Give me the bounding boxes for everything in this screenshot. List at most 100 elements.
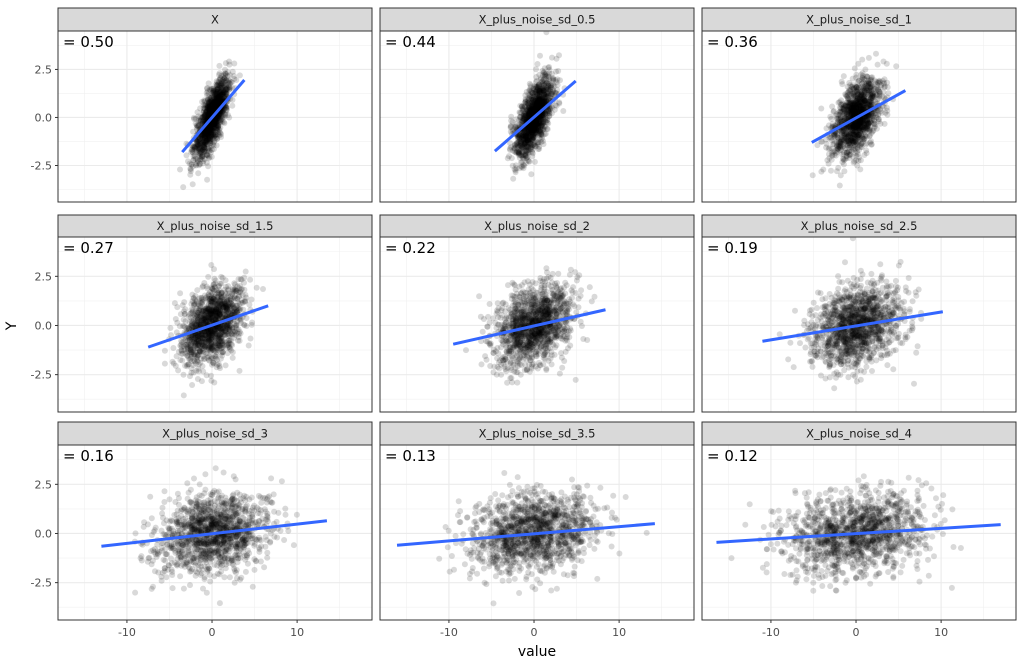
point (852, 89, 858, 95)
point (247, 277, 253, 283)
point (818, 106, 824, 112)
point (167, 325, 173, 331)
point (231, 61, 237, 67)
point (873, 51, 879, 57)
point (225, 283, 231, 289)
point (834, 144, 840, 150)
point (850, 82, 856, 88)
point (859, 81, 865, 87)
point (859, 118, 865, 124)
point (195, 158, 201, 164)
point (162, 361, 168, 367)
point (195, 170, 201, 176)
point (508, 114, 514, 120)
point (862, 88, 868, 94)
point (211, 266, 217, 272)
point (218, 117, 224, 123)
facet-strip-label: X (211, 13, 219, 27)
point (835, 165, 841, 171)
point (205, 88, 211, 94)
point (880, 78, 886, 84)
point (237, 368, 243, 374)
point (863, 148, 869, 154)
point (865, 126, 871, 132)
point (202, 140, 208, 146)
point (539, 123, 545, 129)
point (189, 147, 195, 153)
point (533, 66, 539, 72)
point (226, 59, 232, 65)
point (246, 343, 252, 349)
y-tick-label: 2.5 (35, 63, 53, 76)
point (195, 142, 201, 148)
point (549, 55, 555, 61)
point (248, 336, 254, 342)
point (842, 103, 848, 109)
point (177, 167, 183, 173)
point (223, 362, 229, 368)
point (884, 108, 890, 114)
point (189, 382, 195, 388)
point (560, 108, 566, 114)
facet-strip-label: X_plus_noise_sd_1 (806, 13, 912, 27)
point (520, 142, 526, 148)
point (225, 350, 231, 356)
point (866, 55, 872, 61)
point (181, 299, 187, 305)
point (844, 126, 850, 132)
point (826, 155, 832, 161)
point (539, 90, 545, 96)
point (540, 85, 546, 91)
point (837, 183, 843, 189)
point (208, 149, 214, 155)
point (205, 105, 211, 111)
point (820, 167, 826, 173)
point (187, 172, 193, 178)
point (517, 165, 523, 171)
point (191, 116, 197, 122)
point (827, 114, 833, 120)
point (512, 124, 518, 130)
point (824, 141, 830, 147)
point (508, 144, 514, 150)
point (215, 86, 221, 92)
point (848, 105, 854, 111)
point (869, 116, 875, 122)
point (162, 348, 168, 354)
point (533, 84, 539, 90)
point (516, 148, 522, 154)
point (182, 306, 188, 312)
point (530, 100, 536, 106)
point (859, 57, 865, 63)
point (231, 280, 237, 286)
point (214, 142, 220, 148)
facet-panel: X_plus_noise_sd_1.5= 0.27 (58, 215, 372, 412)
point (864, 74, 870, 80)
point (204, 160, 210, 166)
point (843, 132, 849, 138)
point (517, 110, 523, 116)
point (839, 109, 845, 115)
point (844, 150, 850, 156)
panel-annotation: = 0.44 (385, 33, 436, 51)
point (874, 92, 880, 98)
point (853, 72, 859, 78)
point (872, 81, 878, 87)
point (852, 65, 858, 71)
point (233, 77, 239, 83)
point (810, 172, 816, 178)
point (537, 53, 543, 59)
point (187, 166, 193, 172)
facet-panel: X= 0.50 (58, 8, 372, 202)
point (875, 62, 881, 68)
point (205, 274, 211, 280)
point (841, 73, 847, 79)
point (839, 79, 845, 85)
point (556, 101, 562, 107)
point (218, 134, 224, 140)
point (221, 72, 227, 78)
facet-strip-label: X_plus_noise_sd_0.5 (479, 13, 596, 27)
point (532, 159, 538, 165)
point (847, 97, 853, 103)
